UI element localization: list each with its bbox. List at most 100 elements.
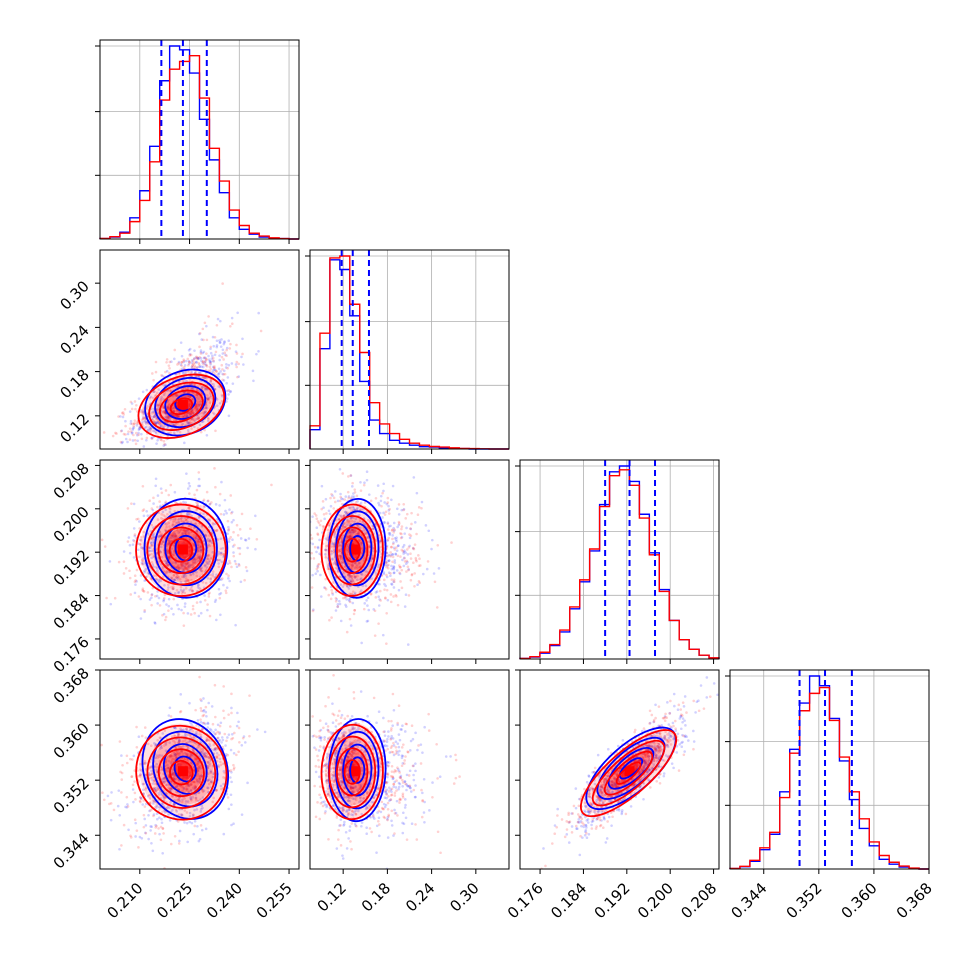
- scatter-point: [168, 417, 171, 421]
- x-tick-label: 0.344: [727, 879, 770, 922]
- scatter-point: [353, 488, 357, 491]
- scatter-point: [195, 570, 198, 574]
- scatter-point: [359, 508, 362, 512]
- scatter-point: [213, 335, 217, 339]
- scatter-point: [399, 565, 402, 569]
- scatter-point: [230, 771, 233, 774]
- scatter-point: [199, 611, 203, 615]
- scatter-point: [197, 766, 201, 769]
- scatter-point: [102, 798, 106, 802]
- histogram-panel-2: [515, 459, 720, 664]
- scatter-point: [165, 783, 169, 787]
- scatter-point: [190, 361, 194, 365]
- scatter-point: [192, 815, 195, 818]
- scatter-point: [374, 591, 378, 594]
- histogram-red: [309, 255, 509, 450]
- scatter-point: [189, 735, 192, 739]
- scatter-point: [124, 424, 127, 428]
- scatter-point: [173, 777, 177, 780]
- scatter-point: [232, 766, 236, 770]
- scatter-point: [156, 439, 159, 442]
- scatter-point: [199, 550, 203, 553]
- scatter-point: [195, 732, 199, 736]
- scatter-point: [333, 548, 336, 551]
- scatter-point: [209, 361, 212, 365]
- scatter-point: [148, 553, 151, 557]
- scatter-point: [133, 419, 137, 422]
- scatter-point: [150, 603, 153, 607]
- scatter-point: [390, 567, 394, 571]
- scatter-point: [384, 597, 387, 600]
- scatter-point: [219, 345, 223, 348]
- scatter-point: [165, 415, 168, 419]
- scatter-point: [185, 562, 189, 566]
- scatter-point: [219, 721, 223, 725]
- scatter-point: [232, 554, 236, 558]
- scatter-point: [211, 369, 215, 372]
- scatter-point: [196, 407, 199, 411]
- scatter-point: [367, 608, 371, 612]
- scatter-point: [140, 558, 144, 562]
- scatter-point: [193, 407, 197, 411]
- scatter-point: [195, 574, 199, 578]
- scatter-point: [178, 829, 182, 833]
- scatter-point: [198, 365, 202, 368]
- scatter-point: [207, 354, 210, 358]
- scatter-point: [223, 341, 226, 344]
- scatter-point: [193, 366, 197, 369]
- scatter-point: [212, 359, 215, 362]
- scatter-point: [402, 543, 406, 547]
- scatter-point: [165, 562, 169, 566]
- scatter-point: [373, 634, 377, 637]
- scatter-point: [122, 823, 126, 827]
- y-tick-label: 0.192: [50, 546, 93, 589]
- scatter-point: [197, 791, 201, 794]
- scatter-point: [203, 360, 207, 364]
- scatter-point: [169, 787, 173, 790]
- scatter-point: [182, 359, 186, 363]
- scatter-point: [351, 580, 355, 583]
- scatter-point: [160, 802, 164, 806]
- scatter-point: [365, 599, 368, 602]
- scatter-point: [191, 408, 194, 411]
- scatter-point: [208, 739, 211, 743]
- scatter-point: [379, 599, 382, 602]
- scatter-point: [215, 404, 219, 407]
- scatter-point: [105, 596, 108, 600]
- scatter-point: [106, 794, 110, 798]
- scatter-point: [337, 548, 341, 551]
- scatter-point: [330, 552, 333, 556]
- scatter-point: [346, 511, 349, 514]
- scatter-point: [199, 533, 203, 537]
- scatter-point: [187, 487, 190, 490]
- scatter-point: [155, 417, 158, 421]
- scatter-point: [171, 523, 175, 527]
- scatter-point: [198, 371, 201, 375]
- scatter-point: [187, 360, 191, 364]
- scatter-point: [172, 535, 176, 538]
- scatter-point: [152, 429, 155, 433]
- scatter-point: [202, 697, 205, 700]
- scatter-point: [223, 340, 226, 343]
- scatter-point: [150, 523, 154, 527]
- scatter-point: [214, 368, 217, 372]
- scatter-point: [414, 558, 418, 562]
- scatter-point: [416, 513, 420, 517]
- scatter-point: [177, 362, 181, 365]
- scatter-point: [330, 588, 334, 592]
- scatter-point: [178, 745, 181, 749]
- scatter-point: [347, 573, 350, 577]
- scatter-point: [152, 813, 156, 816]
- scatter-point: [206, 419, 210, 423]
- scatter-point: [172, 573, 176, 577]
- scatter-point: [187, 532, 191, 535]
- scatter-point: [338, 599, 341, 603]
- scatter-point: [205, 739, 208, 743]
- scatter-point: [187, 507, 190, 510]
- scatter-point: [341, 596, 345, 600]
- scatter-point: [156, 557, 160, 560]
- scatter-point: [188, 413, 192, 416]
- scatter-point: [413, 572, 416, 575]
- scatter-point: [323, 586, 326, 589]
- scatter-point: [181, 528, 185, 532]
